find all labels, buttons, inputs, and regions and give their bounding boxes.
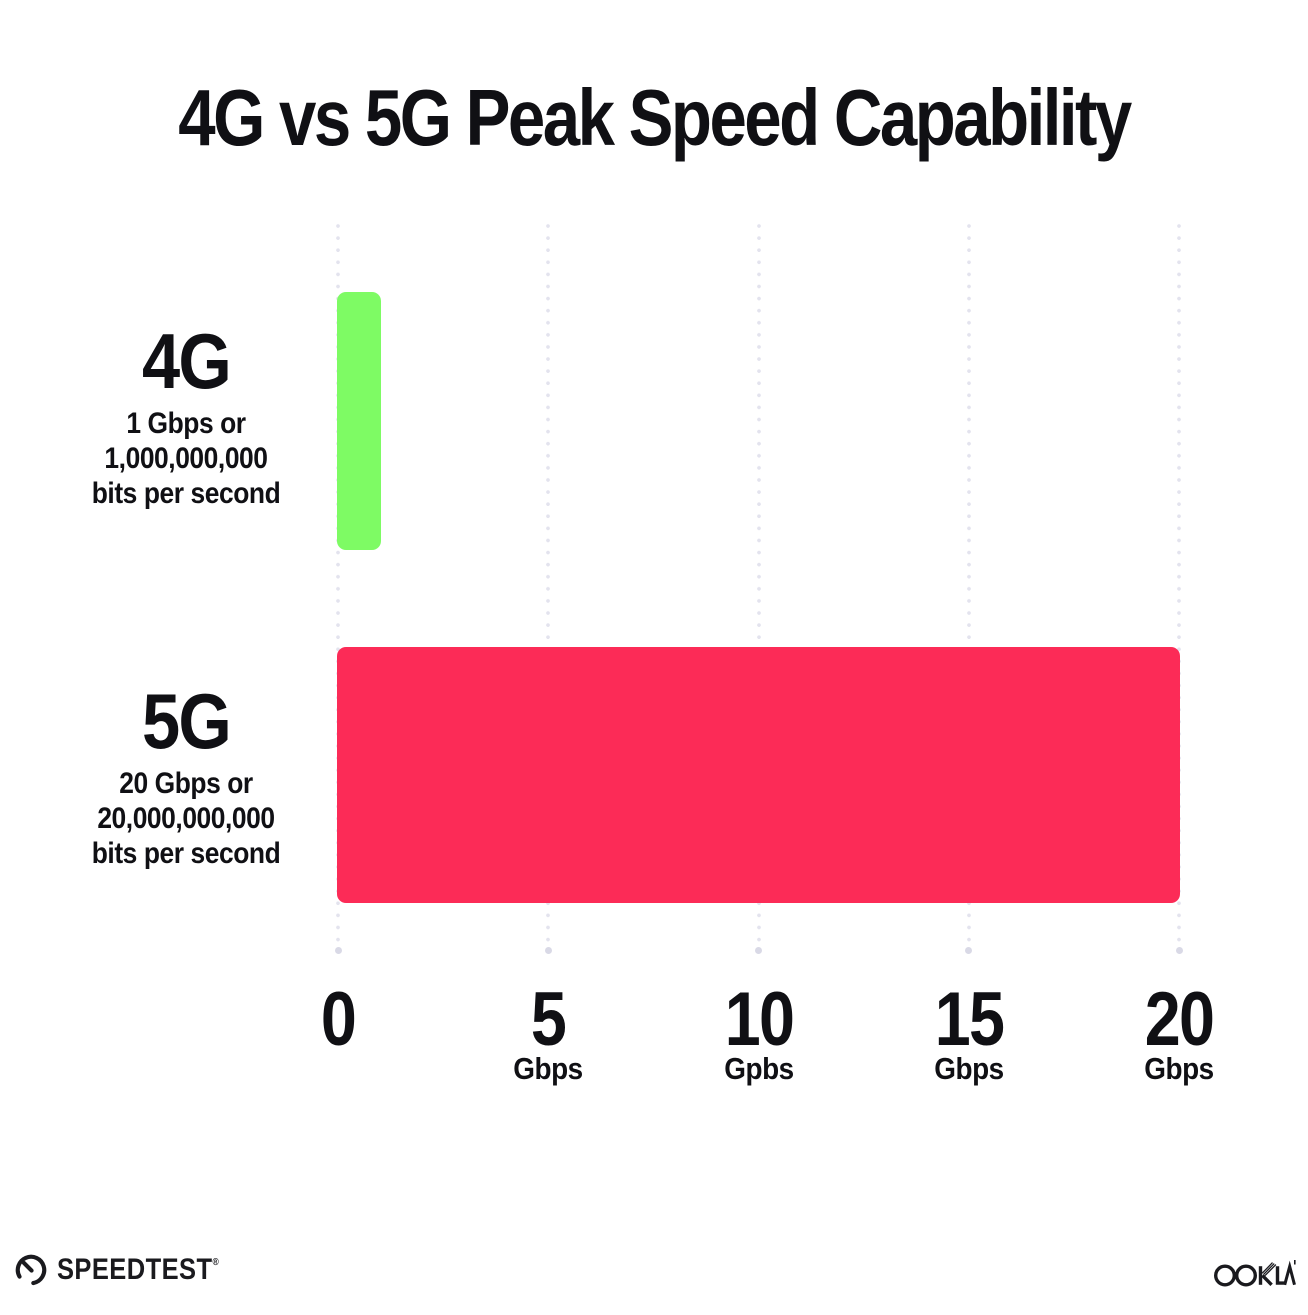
gridline-20 [1175, 222, 1183, 954]
x-tick-20: 20 [1144, 977, 1215, 1062]
row-desc-4g: 1 Gbps or 1,000,000,000 bits per second [47, 406, 325, 511]
row-desc-line: bits per second [91, 837, 281, 870]
gridline-10 [755, 222, 762, 954]
speedtest-logo: SPEEDTEST® [14, 1253, 248, 1287]
speedtest-registered-mark: ® [212, 1257, 220, 1268]
gridline-0 [334, 222, 342, 954]
x-tick-5: 5 [531, 977, 567, 1062]
row-name-5g: 5G [141, 677, 232, 765]
row-name-4g: 4G [141, 317, 232, 405]
ookla-wordmark-icon [1213, 1260, 1296, 1287]
bar-4g [337, 292, 381, 550]
x-tick-unit-5: Gbps [513, 1051, 583, 1086]
chart-title: 4G vs 5G Peak Speed Capability [178, 72, 1132, 162]
row-desc-line: 20,000,000,000 [97, 802, 275, 835]
gridline-15 [965, 222, 973, 954]
row-desc-line: 1 Gbps or [126, 407, 246, 440]
row-desc-5g: 20 Gbps or 20,000,000,000 bits per second [47, 766, 325, 871]
row-desc-line: 1,000,000,000 [104, 442, 268, 475]
x-tick-unit-10: Gpbs [723, 1051, 794, 1086]
row-label-5g: 5G 20 Gbps or 20,000,000,000 bits per secon… [47, 682, 325, 871]
gridline-5 [544, 222, 552, 954]
row-label-4g: 4G 1 Gbps or 1,000,000,000 bits per second [47, 322, 325, 511]
speedtest-gauge-icon [15, 1254, 47, 1286]
row-desc-line: 20 Gbps or [119, 767, 253, 800]
x-tick-unit-15: Gbps [933, 1051, 1004, 1086]
bar-5g [337, 647, 1180, 903]
x-tick-15: 15 [934, 977, 1005, 1062]
x-tick-unit-20: Gbps [1144, 1051, 1214, 1086]
x-tick-0: 0 [320, 977, 357, 1062]
x-tick-10: 10 [724, 977, 794, 1062]
ookla-logo: OOKLA [1213, 1258, 1296, 1293]
row-desc-line: bits per second [91, 477, 281, 510]
speedtest-wordmark: SPEEDTEST® [57, 1253, 220, 1286]
